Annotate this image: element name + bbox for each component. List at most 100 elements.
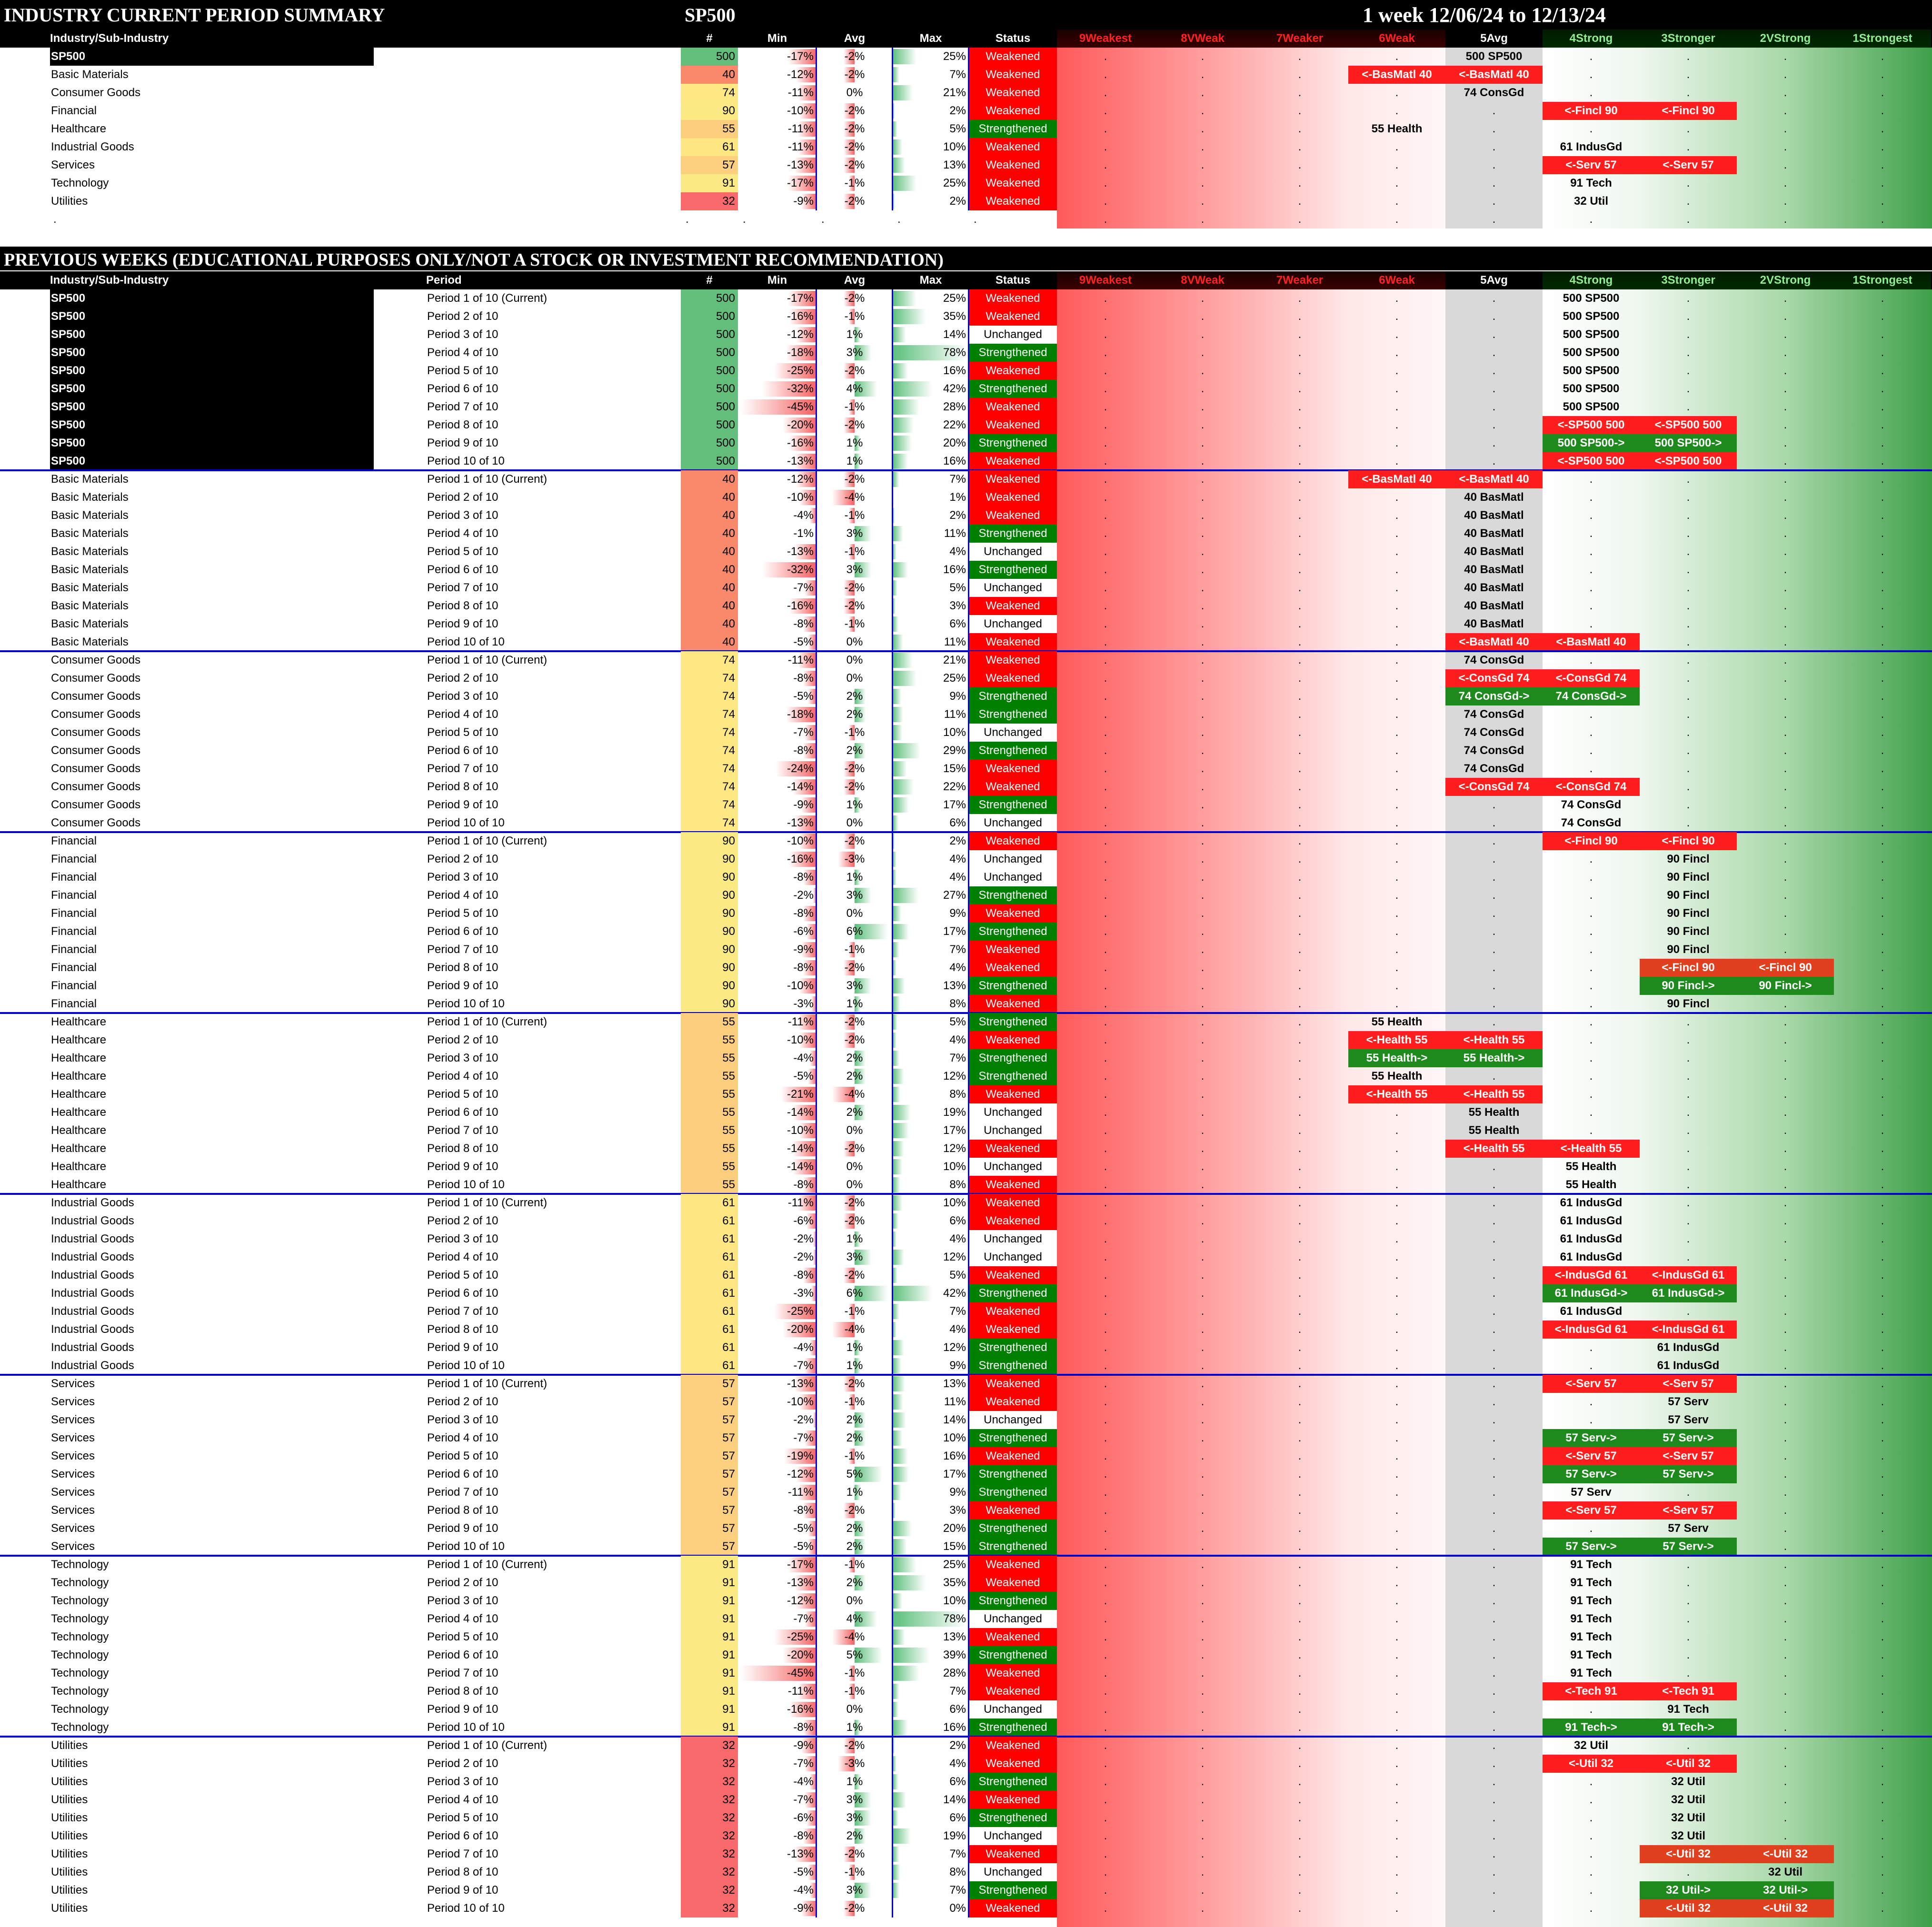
avg-cell: 0% [817,1122,893,1140]
axis-line [816,48,817,66]
grade-cell: . [1589,599,1593,612]
history-row: Financial Period 10 of 10 90 -3% 1% 8% Weakene… [0,995,1932,1013]
min-cell: -4% [738,1049,817,1067]
max-cell: 20% [893,434,969,452]
avg-value: 1% [846,1775,863,1788]
axis-line [968,1465,969,1483]
grade-cell: . [1492,925,1496,938]
axis-line [816,633,817,651]
min-bar [801,194,817,209]
grade-cell: . [1783,382,1787,395]
max-value: 17% [943,925,966,938]
grade-cell: . [1686,1251,1690,1263]
count-cell: 74 [681,651,738,669]
count-cell: 90 [681,995,738,1013]
grade-cell: . [1881,68,1884,81]
count-cell: 74 [681,778,738,796]
avg-cell: 0% [817,1700,893,1718]
industry-cell: Consumer Goods [51,762,141,775]
count-cell: 57 [681,1538,738,1556]
min-value: -14% [787,1160,814,1173]
min-bar [782,1322,817,1337]
grade-cell: . [1298,581,1302,594]
grade-cell: <-Health 55 [1348,1031,1445,1049]
max-cell: 35% [893,308,969,326]
history-row: Basic Materials Period 9 of 10 40 -8% -1% 6% U… [0,615,1932,633]
grade-cell: . [1783,654,1787,666]
history-row: Services Period 7 of 10 57 -11% 1% 9% Strength… [0,1483,1932,1501]
grade-cell: . [1589,1395,1593,1408]
period-cell: Period 7 of 10 [427,943,498,956]
grade-cell: . [1686,328,1690,341]
grade-cell: . [1492,1721,1496,1734]
grade-cell: . [1298,50,1302,63]
grade-cell: . [1395,1522,1399,1535]
axis-line [816,1339,817,1357]
header-grade: 1Strongest [1834,271,1931,289]
grade-cell: . [1589,871,1593,884]
industry-cell: Services [51,1413,95,1426]
filler-dot: . [821,213,825,226]
grade-cell: . [1104,690,1107,703]
grade-cell: 55 Health [1565,1178,1617,1191]
grade-cell: 90 Fincl [1667,997,1710,1010]
grade-cell: . [1298,636,1302,648]
grade-cell: 500 SP500 [1563,292,1620,305]
grade-cell: . [1783,563,1787,576]
avg-bar [843,779,855,795]
min-value: -2% [793,1251,814,1263]
max-bar [893,121,897,137]
industry-cell: Industrial Goods [51,1214,134,1227]
grade-cell: . [1395,1649,1399,1661]
axis-line [816,904,817,923]
avg-cell: -4% [817,488,893,507]
grade-cell: . [1104,1468,1107,1480]
max-cell: 9% [893,1357,969,1375]
grade-cell: . [1298,1287,1302,1300]
industry-cell: Healthcare [51,1033,107,1046]
axis-line [892,1809,893,1827]
min-bar [805,580,817,596]
grade-cell: . [1881,1359,1884,1372]
avg-cell: 0% [817,1592,893,1610]
grade-cell: . [1201,527,1205,540]
min-bar [793,1141,817,1156]
avg-cell: 0% [817,1176,893,1194]
min-cell: -7% [738,1357,817,1375]
header-min: Min [767,32,787,45]
history-row: Utilities Period 10 of 10 32 -9% -2% 0% Weaken… [0,1899,1932,1917]
count-cell: 40 [681,579,738,597]
avg-value: -1% [844,545,865,558]
grade-cell: . [1104,1450,1107,1462]
history-row: Consumer Goods Period 9 of 10 74 -9% 1% 17% St… [0,796,1932,814]
period-cell: Period 3 of 10 [427,1232,498,1245]
axis-line [968,886,969,904]
grade-cell: . [1783,1431,1787,1444]
axis-line [892,1501,893,1520]
grade-cell: . [1201,1775,1205,1788]
max-value: 10% [943,1196,966,1209]
max-bar [893,580,897,596]
summary-row: Healthcare 55 -11% -2% 5% Strengthened... 55 H… [0,120,1932,138]
industry-cell: Basic Materials [51,563,129,576]
summary-row: Utilities 32 -9% -2% 2% Weakened..... 32 Util.… [0,192,1932,210]
count-cell: 500 [681,344,738,362]
max-value: 15% [943,762,966,775]
grade-cell: . [1881,140,1884,153]
status-cell: Weakened [969,1628,1057,1646]
grade-cell: . [1104,1884,1107,1897]
industry-cell: Utilities [51,1775,88,1788]
max-value: 22% [943,418,966,431]
axis-line [816,434,817,452]
min-cell: -11% [738,120,817,138]
industry-cell: Technology [51,1703,109,1716]
axis-line [816,724,817,742]
min-value: -7% [793,1757,814,1770]
min-bar [796,1467,817,1482]
history-row: Services Period 5 of 10 57 -19% -1% 16% Weaken… [0,1447,1932,1465]
grade-cell: 57 Serv-> [1640,1465,1737,1483]
count-cell: 40 [681,597,738,615]
industry-cell: Services [51,1395,95,1408]
grade-cell: <-Tech 91 [1543,1682,1640,1700]
status-cell: Strengthened [969,120,1057,138]
